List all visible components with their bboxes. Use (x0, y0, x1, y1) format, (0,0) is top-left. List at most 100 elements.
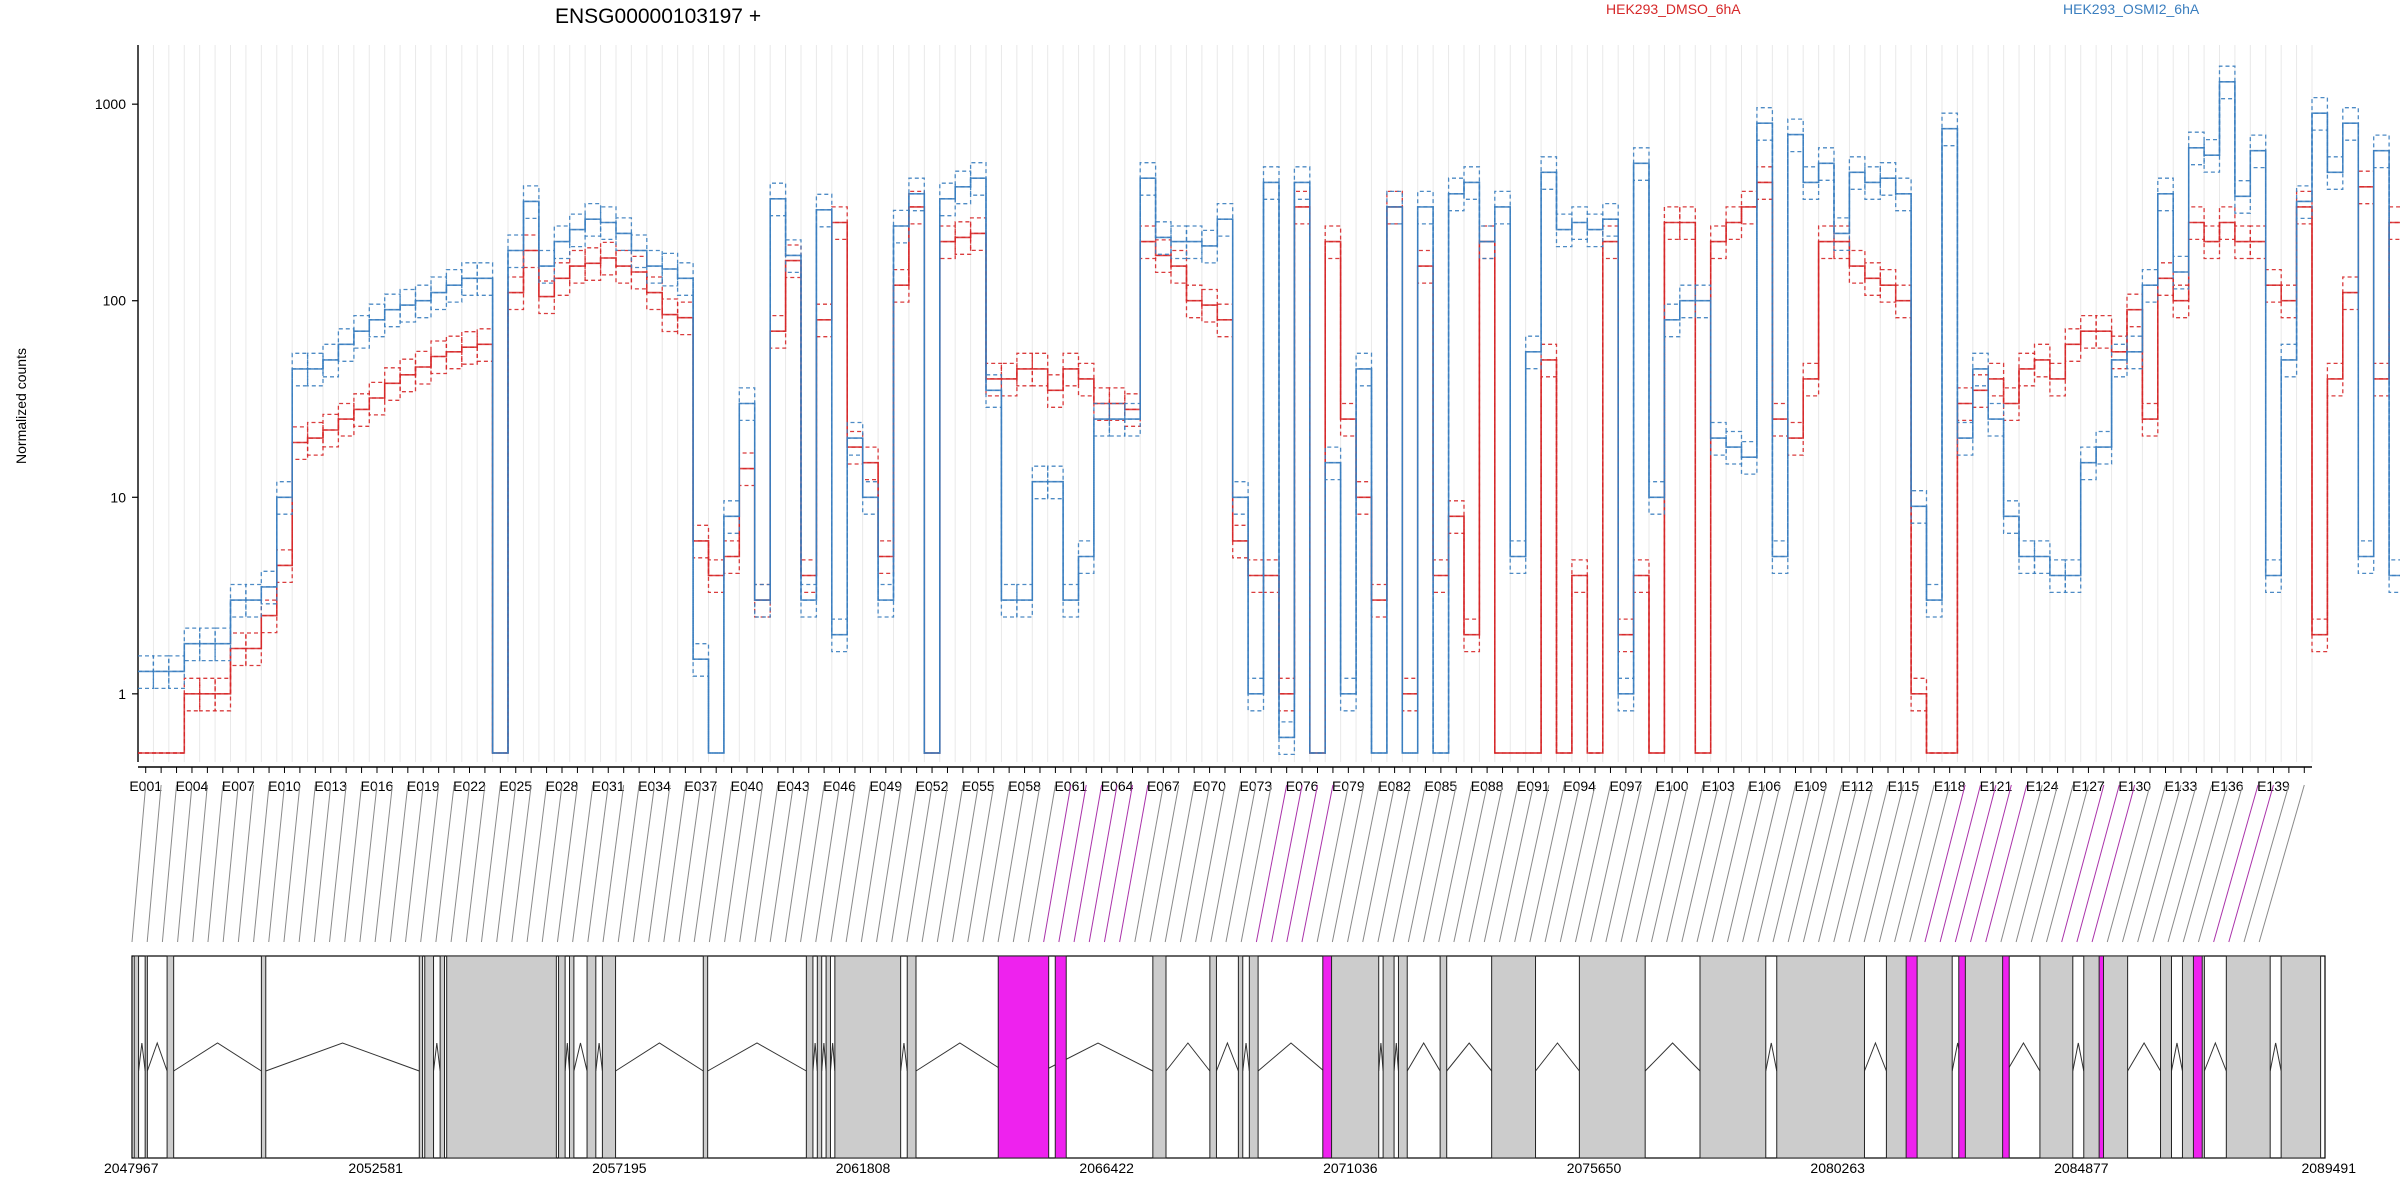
y-tick-label: 10 (110, 489, 126, 505)
connector-line (344, 784, 363, 943)
intron-line (707, 1042, 807, 1072)
connector-line-highlighted (2076, 784, 2120, 943)
exon-block (418, 955, 424, 1159)
connector-line (1407, 784, 1442, 943)
legend-label-dmso: HEK293_DMSO_6hA (1606, 1, 1741, 17)
intron-line (595, 1042, 603, 1072)
connector-line (359, 784, 378, 943)
connector-line (2197, 784, 2244, 943)
exon-block (1578, 955, 1646, 1159)
connector-line (465, 784, 486, 943)
connector-line (1149, 784, 1180, 943)
intron-line (173, 1042, 262, 1072)
connector-line (845, 784, 871, 943)
connector-line (1726, 784, 1766, 943)
connector-line (724, 784, 748, 943)
intron-line (2170, 1042, 2183, 1072)
connector-line-highlighted (1088, 784, 1118, 943)
intron-line (900, 1042, 908, 1072)
connector-line (1757, 784, 1796, 943)
genomic-coordinate-label: 2066422 (1079, 1160, 1134, 1176)
connector-line (2137, 784, 2182, 943)
connector-line (268, 784, 285, 943)
connector-line (1711, 784, 1750, 943)
series-line-dmso-rep3 (138, 166, 2400, 754)
connector-line (1438, 784, 1473, 943)
intron-line (2006, 1042, 2041, 1072)
connector-line-highlighted (2061, 784, 2105, 943)
connector-line (678, 784, 702, 943)
intron-line (1242, 1042, 1250, 1072)
exon-block-highlighted (1958, 955, 1966, 1159)
connector-line (2121, 784, 2167, 943)
connector-line (1742, 784, 1781, 943)
connector-line (587, 784, 609, 943)
genomic-coordinate-label: 2075650 (1567, 1160, 1622, 1176)
connector-line (1377, 784, 1411, 943)
intron-line (265, 1042, 420, 1072)
intron-line (2203, 1041, 2227, 1072)
connector-line (2106, 784, 2151, 943)
connector-line (192, 784, 208, 943)
connector-line (2167, 784, 2213, 943)
exon-block (1699, 955, 1767, 1159)
y-tick-label: 100 (103, 293, 127, 309)
connector-line-highlighted (1073, 784, 1103, 943)
connector-line (1909, 784, 1951, 943)
intron-line (812, 1042, 818, 1072)
connector-line (283, 784, 301, 943)
connector-line (1240, 784, 1272, 943)
intron-line (564, 1042, 571, 1072)
connector-line (1833, 784, 1874, 943)
exon-block (2280, 955, 2322, 1159)
intron-line (1257, 1042, 1325, 1072)
genomic-coordinate-label: 2071036 (1323, 1160, 1378, 1176)
connector-line-highlighted (2091, 784, 2136, 943)
connector-line (556, 784, 578, 943)
exon-block (816, 955, 823, 1159)
intron-line (1765, 1042, 1778, 1072)
connector-line (1681, 784, 1719, 943)
exon-block (166, 955, 175, 1159)
exon-block (1152, 955, 1167, 1159)
exon-block (439, 955, 446, 1159)
series-layer (138, 65, 2400, 756)
connector-line-highlighted (1954, 784, 1997, 943)
connector-line (1772, 784, 1812, 943)
connector-line (952, 784, 979, 943)
connector-line (2046, 784, 2089, 943)
connector-line (1164, 784, 1195, 943)
connector-line (2015, 784, 2059, 943)
intron-line (1165, 1042, 1211, 1072)
exon-block (1397, 955, 1408, 1159)
connector-line (1605, 784, 1642, 943)
connector-line (1423, 784, 1457, 943)
exon-block (2039, 955, 2074, 1159)
connector-line (1514, 784, 1550, 943)
connector-line (2030, 784, 2074, 943)
connector-line (1650, 784, 1689, 943)
connector-line (708, 784, 733, 943)
exon-block (1885, 955, 1953, 1159)
connector-line (1529, 784, 1565, 943)
connector-line (632, 784, 656, 943)
connector-line (1483, 784, 1519, 943)
connector-line (693, 784, 717, 943)
intron-line (2127, 1042, 2161, 1072)
gene-model-track (131, 955, 2326, 1159)
exon-block (424, 955, 435, 1159)
connector-line (2182, 784, 2228, 943)
intron-line (1535, 1042, 1580, 1072)
exon-block (702, 955, 709, 1159)
exon-block (1776, 955, 1865, 1159)
exon-block (1491, 955, 1537, 1159)
series-line-dmso-rep2 (138, 181, 2400, 754)
connector-line (891, 784, 918, 943)
connector-line (161, 784, 178, 943)
connector-line (663, 784, 686, 943)
connector-line (1453, 784, 1488, 943)
connector-line-highlighted (1271, 784, 1303, 943)
connector-line (815, 784, 841, 943)
connector-line (146, 784, 162, 943)
